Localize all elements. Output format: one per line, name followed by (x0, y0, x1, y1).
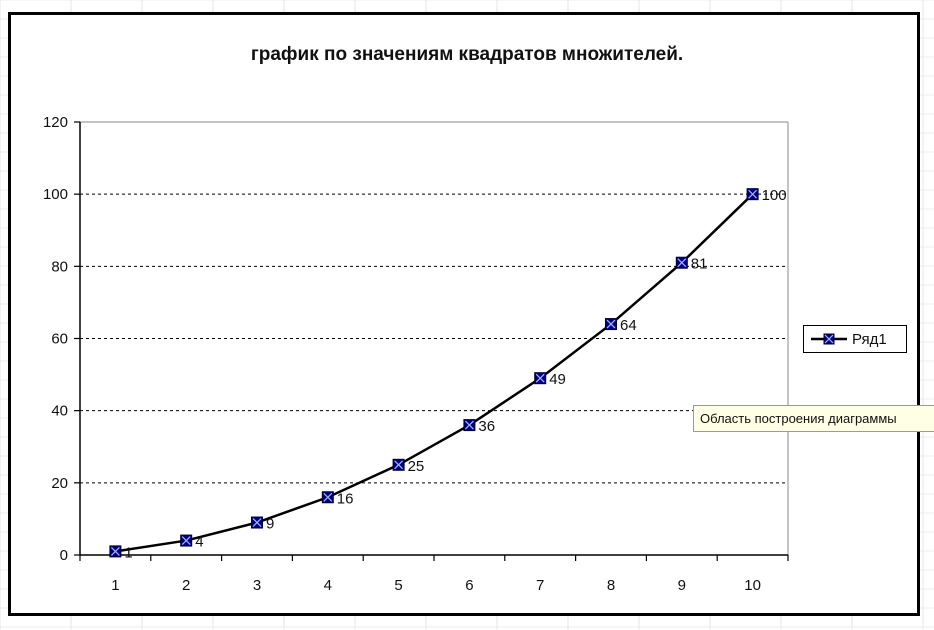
x-tick-label: 6 (465, 577, 473, 594)
data-label: 16 (337, 490, 354, 507)
x-tick-label: 9 (678, 577, 686, 594)
y-tick-label: 60 (51, 331, 68, 348)
data-point-marker (746, 188, 759, 201)
data-label: 64 (620, 317, 637, 334)
data-point-marker (109, 545, 122, 558)
x-tick-label: 5 (394, 577, 402, 594)
x-tick-label: 10 (744, 577, 761, 594)
tooltip: Область построения диаграммы (693, 405, 934, 432)
series-line (115, 193, 754, 553)
y-tick-label: 0 (60, 547, 68, 564)
data-label: 4 (195, 534, 203, 551)
legend-series-label: Ряд1 (852, 330, 887, 348)
data-point-marker (605, 318, 617, 331)
data-point-marker (321, 491, 334, 504)
data-point-marker (675, 256, 688, 269)
chart-title: график по значениям квадратов множителей… (250, 44, 684, 65)
x-tick-label: 4 (324, 577, 332, 594)
data-label: 1 (124, 544, 132, 561)
y-tick-label: 80 (51, 258, 68, 275)
legend-marker-icon (811, 333, 847, 345)
y-tick-label: 120 (43, 114, 68, 131)
x-tick-label: 8 (607, 577, 615, 594)
data-label: 25 (408, 458, 425, 475)
data-point-marker (251, 516, 263, 529)
x-tick-label: 7 (536, 577, 544, 594)
chart-area[interactable] (8, 12, 920, 616)
data-label: 49 (549, 371, 566, 388)
legend[interactable]: Ряд1 (803, 325, 907, 353)
data-point-marker (463, 419, 476, 432)
data-label: 100 (762, 187, 787, 204)
data-label: 81 (691, 256, 708, 273)
data-label: 9 (266, 516, 274, 533)
data-point-marker (392, 458, 405, 471)
x-tick-label: 1 (111, 577, 119, 594)
data-label: 36 (478, 418, 495, 435)
y-tick-label: 20 (51, 475, 68, 492)
x-tick-label: 2 (182, 577, 190, 594)
y-tick-label: 40 (51, 403, 68, 420)
data-point-marker (180, 534, 193, 547)
y-tick-label: 100 (43, 186, 68, 203)
x-tick-label: 3 (253, 577, 261, 594)
data-point-marker (534, 372, 547, 385)
